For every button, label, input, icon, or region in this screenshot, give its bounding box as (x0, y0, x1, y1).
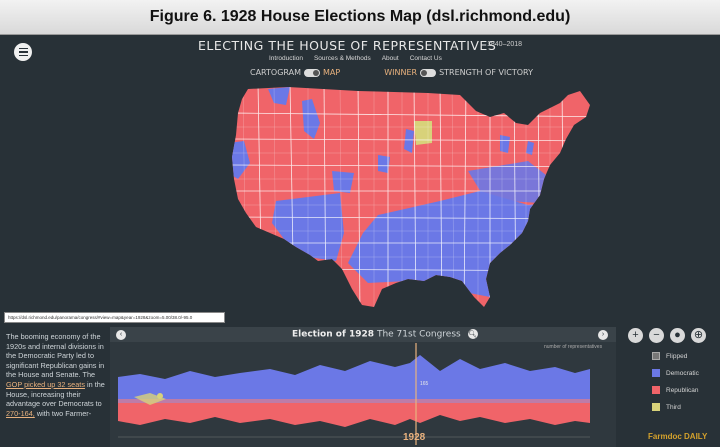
gop-seats-link[interactable]: GOP picked up 32 seats (6, 379, 85, 389)
view-toggle-switch[interactable] (304, 68, 321, 77)
legend-third-label: Third (666, 403, 681, 411)
legend-democratic[interactable]: Democratic (652, 369, 699, 377)
congress-label: The 71st Congress (376, 329, 461, 340)
seats-timeline-chart[interactable]: 165 (110, 327, 616, 447)
republican-swatch (652, 386, 660, 394)
top-nav: Introduction Sources & Methods About Con… (269, 55, 442, 62)
year-range: 1840–2018 (487, 41, 523, 48)
prev-election-icon[interactable]: ‹ (116, 330, 126, 340)
democratic-swatch (652, 369, 660, 377)
strength-label[interactable]: STRENGTH OF VICTORY (439, 68, 533, 77)
app-container: ELECTING THE HOUSE OF REPRESENTATIVES 18… (0, 35, 720, 447)
mode-toggle-switch[interactable] (420, 68, 437, 77)
legend-democratic-label: Democratic (666, 369, 699, 377)
seat-count-link[interactable]: 270-164, (6, 408, 35, 418)
seat-label: 165 (420, 381, 429, 387)
us-house-map[interactable] (228, 83, 628, 315)
legend-third[interactable]: Third (652, 403, 699, 411)
timeline-title: Election of 1928 The 71st Congress 🔍︎ (292, 329, 478, 340)
narrative-part: The booming economy of the 1920s and int… (6, 332, 105, 380)
watermark-logo: Farmdoc DAILY (648, 432, 708, 441)
page-title: ELECTING THE HOUSE OF REPRESENTATIVES (198, 38, 497, 53)
winner-label[interactable]: WINNER (384, 68, 418, 77)
flipped-swatch (652, 352, 660, 360)
next-election-icon[interactable]: › (598, 330, 608, 340)
view-toggles: CARTOGRAM MAP WINNER STRENGTH OF VICTORY (250, 68, 533, 77)
locate-icon[interactable]: ⊕ (691, 328, 706, 343)
cartogram-label[interactable]: CARTOGRAM (250, 68, 302, 77)
narrative-text: The booming economy of the 1920s and int… (6, 332, 106, 418)
menu-icon[interactable] (14, 43, 32, 61)
legend: Flipped Democratic Republican Third (652, 352, 699, 420)
nav-introduction[interactable]: Introduction (269, 55, 303, 62)
election-title: Election of 1928 (292, 329, 375, 340)
legend-republican-label: Republican (666, 386, 699, 394)
url-box[interactable]: https://dsl.richmond.edu/panorama/congre… (4, 312, 225, 323)
figure-title: Figure 6. 1928 House Elections Map (dsl.… (0, 0, 720, 35)
legend-flipped-label: Flipped (666, 352, 688, 360)
y-axis-label: number of representatives (544, 344, 603, 350)
nav-sources-methods[interactable]: Sources & Methods (313, 55, 371, 62)
legend-flipped[interactable]: Flipped (652, 352, 699, 360)
reset-view-icon[interactable]: ● (670, 328, 685, 343)
search-icon[interactable]: 🔍︎ (467, 329, 478, 339)
selected-year: 1928 (403, 432, 426, 443)
zoom-in-icon[interactable]: + (628, 328, 643, 343)
narrative-part: with two Farmer- (36, 408, 92, 418)
third-swatch (652, 403, 660, 411)
nav-contact-us[interactable]: Contact Us (409, 55, 442, 62)
nav-about[interactable]: About (381, 55, 399, 62)
legend-republican[interactable]: Republican (652, 386, 699, 394)
map-label[interactable]: MAP (323, 68, 341, 77)
map-regions (232, 87, 590, 307)
narrative-part: in the House, increasing their advantage… (6, 379, 105, 409)
zoom-out-icon[interactable]: − (649, 328, 664, 343)
timeline-header (110, 327, 616, 342)
